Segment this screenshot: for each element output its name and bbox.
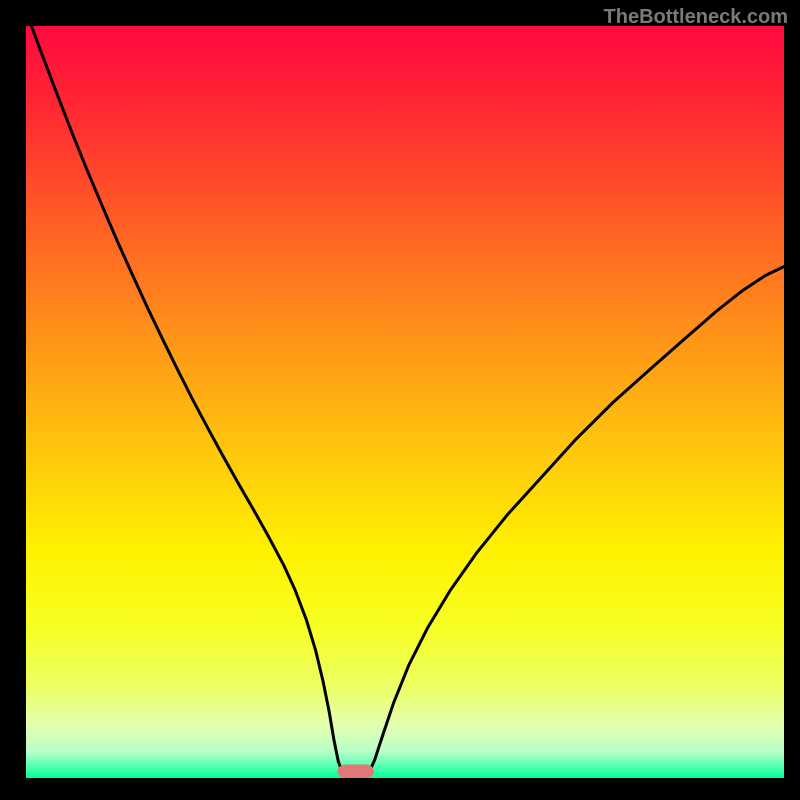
chart-root: TheBottleneck.com	[0, 0, 800, 800]
curve-svg	[26, 26, 784, 778]
plot-area	[26, 26, 784, 778]
valley-marker	[338, 764, 374, 778]
bottleneck-curve	[26, 26, 784, 778]
